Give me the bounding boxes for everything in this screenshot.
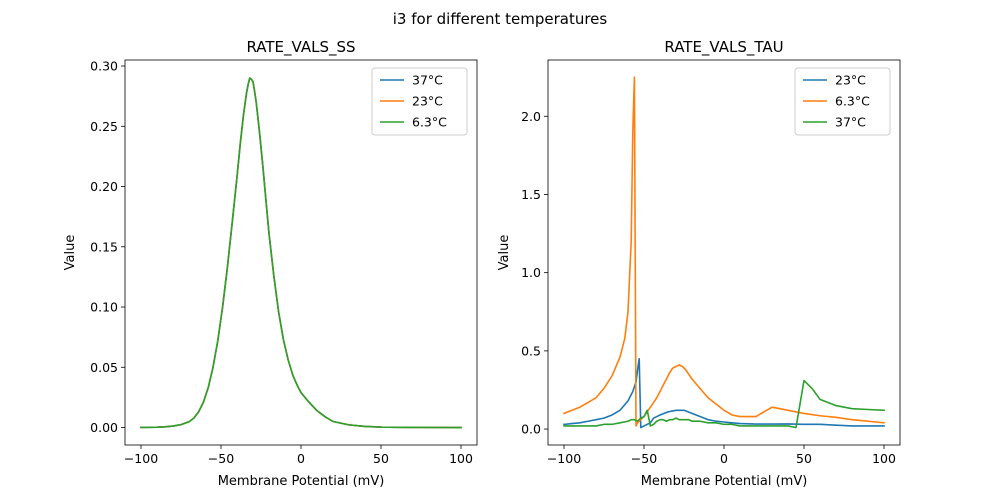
y-axis-label: Value <box>497 235 512 271</box>
y-tick-label: 0.20 <box>90 179 118 194</box>
series-line <box>563 357 885 429</box>
series-line <box>563 379 885 429</box>
legend-label: 6.3°C <box>835 94 870 109</box>
series-line <box>140 77 462 429</box>
x-tick-label: −50 <box>208 451 234 466</box>
x-tick-label: 0 <box>297 451 305 466</box>
y-tick-label: 2.0 <box>521 109 541 124</box>
axes-frame <box>547 59 901 446</box>
x-axis-label: Membrane Potential (mV) <box>641 474 808 489</box>
subplot-title: RATE_VALS_SS <box>246 38 355 57</box>
legend-label: 37°C <box>412 73 443 88</box>
series-line <box>562 76 885 427</box>
y-tick-label: 0.10 <box>90 300 118 315</box>
y-tick-label: 0.0 <box>521 422 541 437</box>
legend-box <box>371 67 468 136</box>
x-axis-label: Membrane Potential (mV) <box>218 474 385 489</box>
y-tick-label: 0.30 <box>90 59 118 74</box>
legend: 23°C 6.3°C 37°C <box>794 67 891 136</box>
axes-frame <box>124 59 478 446</box>
legend-label: 6.3°C <box>412 115 447 130</box>
legend-label: 37°C <box>835 115 866 130</box>
subplot-rate-vals-ss: RATE_VALS_SS 0.00 0.05 0.10 0.15 0.20 0.25 0.3… <box>63 38 478 489</box>
y-tick-label: 1.5 <box>521 187 541 202</box>
x-tick-label: 0 <box>720 451 728 466</box>
x-tick-label: 50 <box>796 451 812 466</box>
legend-box <box>794 67 891 136</box>
y-tick-label: 0.5 <box>521 343 541 358</box>
x-tick-label: 50 <box>373 451 389 466</box>
x-tick-label: 100 <box>449 451 473 466</box>
y-tick-label: 0.15 <box>90 239 118 254</box>
legend-label: 23°C <box>835 73 866 88</box>
x-tick-label: −100 <box>124 451 158 466</box>
x-tick-label: −100 <box>547 451 581 466</box>
y-tick-label: 0.05 <box>90 360 118 375</box>
x-tick-label: 100 <box>872 451 896 466</box>
y-tick-label: 1.0 <box>521 265 541 280</box>
legend: 37°C 23°C 6.3°C <box>371 67 468 136</box>
subplot-title: RATE_VALS_TAU <box>664 38 783 57</box>
figure-suptitle: i3 for different temperatures <box>393 10 608 28</box>
subplot-rate-vals-tau: RATE_VALS_TAU 0.0 0.5 1.0 1.5 2.0 −100 −50 0 50… <box>497 38 901 489</box>
y-axis-label: Value <box>63 235 78 271</box>
legend-label: 23°C <box>412 94 443 109</box>
x-tick-label: −50 <box>631 451 657 466</box>
y-tick-label: 0.00 <box>90 420 118 435</box>
y-tick-label: 0.25 <box>90 119 118 134</box>
